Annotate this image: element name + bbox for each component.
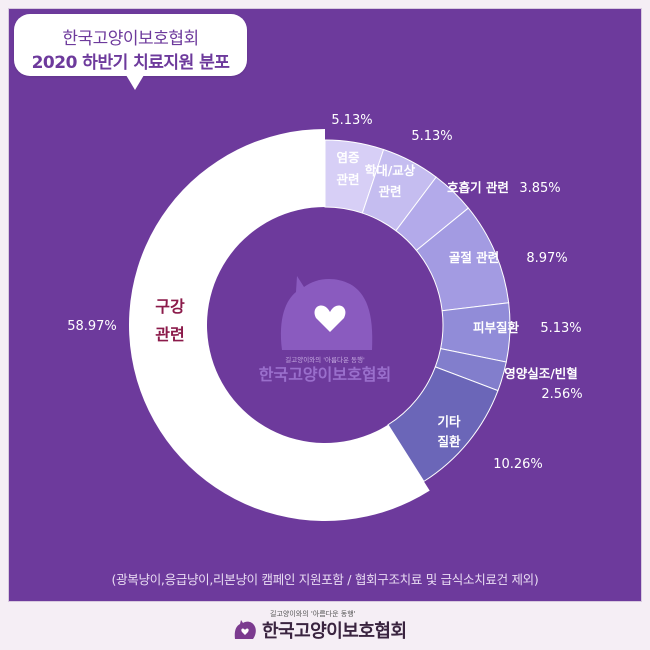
slice-label: 구강 관련 [155,297,185,344]
footer-org-name: 한국고양이보호협회 [262,621,407,642]
slice-value-label: 3.85% [519,181,560,196]
slice-value-label: 8.97% [526,251,567,266]
center-logo-name: 한국고양이보호협회 [259,365,391,384]
slice-label: 영양실조/빈혈 [504,366,578,381]
title-bubble: 한국고양이보호협회 2020 하반기 치료지원 분포 [14,14,247,90]
cat-heart-logo-icon [234,620,256,639]
donut-slice-7 [387,366,499,483]
slice-label: 염증 관련 [336,150,360,187]
slice-value-label: 2.56% [541,387,582,402]
slice-label: 골절 관련 [449,250,499,265]
center-logo-tagline: 길고양이와의 '아름다운 동행' [285,355,365,364]
slice-value-label: 5.13% [411,129,452,144]
slice-label: 기타 질환 [437,414,461,449]
slice-label: 학대/교상 관련 [365,163,416,199]
slice-value-label: 58.97% [67,319,117,334]
footer-bar: 길고양이와의 '아름다운 동행' [0,603,650,650]
heart-icon [314,305,346,332]
donut-slice-0 [128,129,430,521]
center-logo: 길고양이와의 '아름다운 동행'한국고양이보호협회 [259,276,391,384]
slice-value-label: 10.26% [493,457,543,472]
footnote: (광복냥이,응급냥이,리본냥이 캠페인 지원포함 / 협회구조치료 및 급식소치… [111,572,539,587]
slice-label: 피부질환 [473,320,520,335]
slice-label: 호흡기 관련 [447,180,509,195]
footer-tagline: 길고양이와의 '아름다운 동행' [270,610,356,618]
slice-value-label: 5.13% [331,113,372,128]
chart-title-org: 한국고양이보호협회 [62,29,199,49]
slice-value-label: 5.13% [540,321,581,336]
chart-title: 2020 하반기 치료지원 분포 [31,53,230,73]
